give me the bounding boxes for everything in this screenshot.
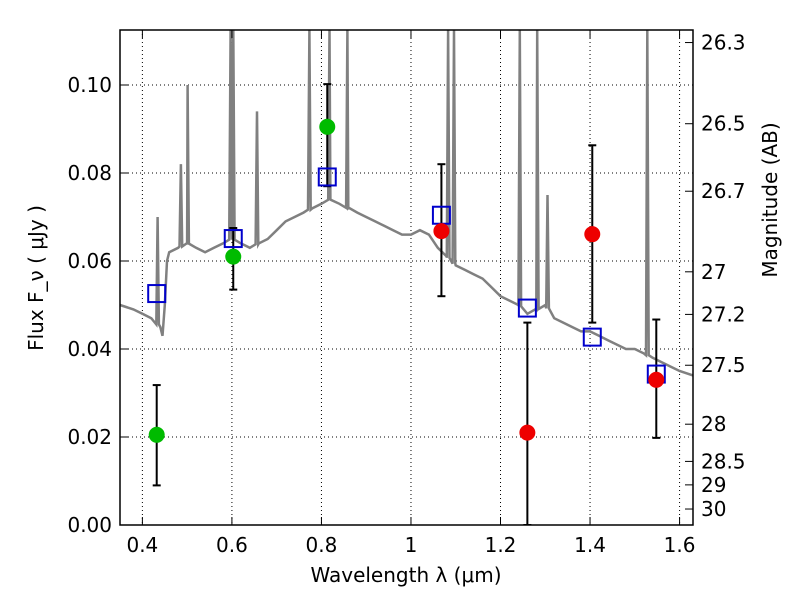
y-tick-label: 0.02 [67, 425, 112, 449]
x-tick-label: 0.4 [126, 533, 158, 557]
x-tick-label: 1.4 [574, 533, 606, 557]
red-point [433, 223, 450, 240]
y-tick-label: 0.06 [67, 249, 112, 273]
x-tick-label: 1.6 [664, 533, 696, 557]
x-tick-label: 1 [405, 533, 418, 557]
x-tick-label: 1.2 [485, 533, 517, 557]
y-tick-label: 0.10 [67, 73, 112, 97]
red-point [648, 371, 665, 388]
y2-tick-label: 26.5 [701, 112, 746, 136]
y2-tick-label: 30 [701, 497, 726, 521]
green-point [319, 118, 336, 135]
y-tick-label: 0.04 [67, 337, 112, 361]
model-square [147, 284, 167, 304]
x-axis: 0.4 0.6 0.8 1 1.2 1.4 1.6 [126, 30, 695, 557]
red-point [584, 226, 601, 243]
model-square [317, 167, 337, 187]
model-spectrum-line [120, 30, 693, 377]
plot-frame [119, 29, 694, 526]
model-square [582, 327, 602, 347]
y-tick-label: 0.00 [67, 513, 112, 537]
y2-tick-label: 29 [701, 473, 726, 497]
red-point [519, 424, 536, 441]
y2-tick-label: 28.5 [701, 449, 746, 473]
y2-tick-label: 27 [701, 260, 726, 284]
green-point [225, 248, 242, 265]
x-tick-label: 0.8 [306, 533, 338, 557]
y-axis-label: Flux F_ν ( μJy ) [24, 205, 48, 351]
x-axis-label: Wavelength λ (μm) [310, 563, 501, 587]
y2-tick-label: 28 [701, 412, 726, 436]
y2-tick-label: 26.7 [701, 179, 746, 203]
y2-tick-label: 27.5 [701, 353, 746, 377]
model-square [517, 298, 537, 318]
green-point [148, 426, 165, 443]
plot-area [120, 30, 693, 525]
model-square [223, 229, 243, 249]
x-tick-label: 0.6 [216, 533, 248, 557]
y2-tick-label: 26.3 [701, 31, 746, 55]
y-tick-label: 0.08 [67, 161, 112, 185]
y2-axis-label: Magnitude (AB) [758, 122, 782, 277]
y-axis: 0.00 0.02 0.04 0.06 0.08 0.10 [67, 73, 128, 537]
grid [120, 30, 693, 526]
y2-tick-label: 27.2 [701, 302, 746, 326]
